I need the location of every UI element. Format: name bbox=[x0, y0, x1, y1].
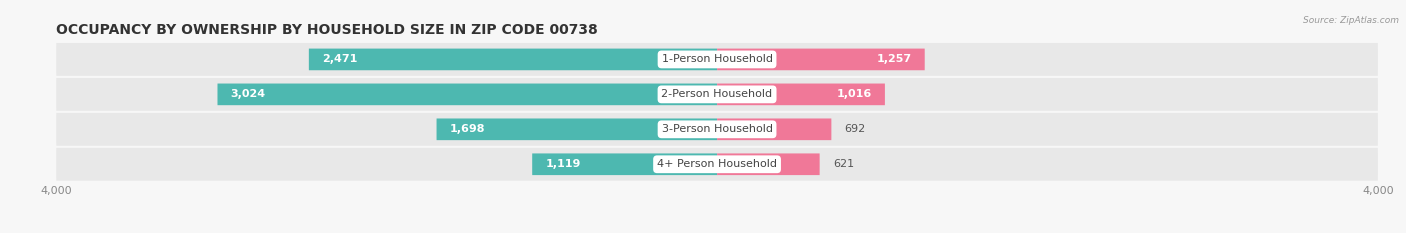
FancyBboxPatch shape bbox=[717, 83, 884, 105]
FancyBboxPatch shape bbox=[717, 49, 925, 70]
Text: 2,471: 2,471 bbox=[322, 55, 357, 64]
Text: 1,698: 1,698 bbox=[450, 124, 485, 134]
Text: 2-Person Household: 2-Person Household bbox=[661, 89, 773, 99]
FancyBboxPatch shape bbox=[56, 78, 1378, 111]
FancyBboxPatch shape bbox=[717, 153, 820, 175]
FancyBboxPatch shape bbox=[533, 153, 717, 175]
FancyBboxPatch shape bbox=[436, 118, 717, 140]
FancyBboxPatch shape bbox=[218, 83, 717, 105]
FancyBboxPatch shape bbox=[56, 43, 1378, 76]
FancyBboxPatch shape bbox=[56, 148, 1378, 181]
Text: 621: 621 bbox=[832, 159, 853, 169]
FancyBboxPatch shape bbox=[717, 118, 831, 140]
FancyBboxPatch shape bbox=[56, 113, 1378, 146]
Text: Source: ZipAtlas.com: Source: ZipAtlas.com bbox=[1303, 16, 1399, 25]
Text: 3,024: 3,024 bbox=[231, 89, 266, 99]
Text: OCCUPANCY BY OWNERSHIP BY HOUSEHOLD SIZE IN ZIP CODE 00738: OCCUPANCY BY OWNERSHIP BY HOUSEHOLD SIZE… bbox=[56, 23, 598, 37]
Text: 1,119: 1,119 bbox=[546, 159, 581, 169]
Text: 4+ Person Household: 4+ Person Household bbox=[657, 159, 778, 169]
Text: 1,016: 1,016 bbox=[837, 89, 872, 99]
FancyBboxPatch shape bbox=[309, 49, 717, 70]
Text: 1-Person Household: 1-Person Household bbox=[662, 55, 772, 64]
Text: 1,257: 1,257 bbox=[876, 55, 911, 64]
Text: 3-Person Household: 3-Person Household bbox=[662, 124, 772, 134]
Text: 692: 692 bbox=[845, 124, 866, 134]
